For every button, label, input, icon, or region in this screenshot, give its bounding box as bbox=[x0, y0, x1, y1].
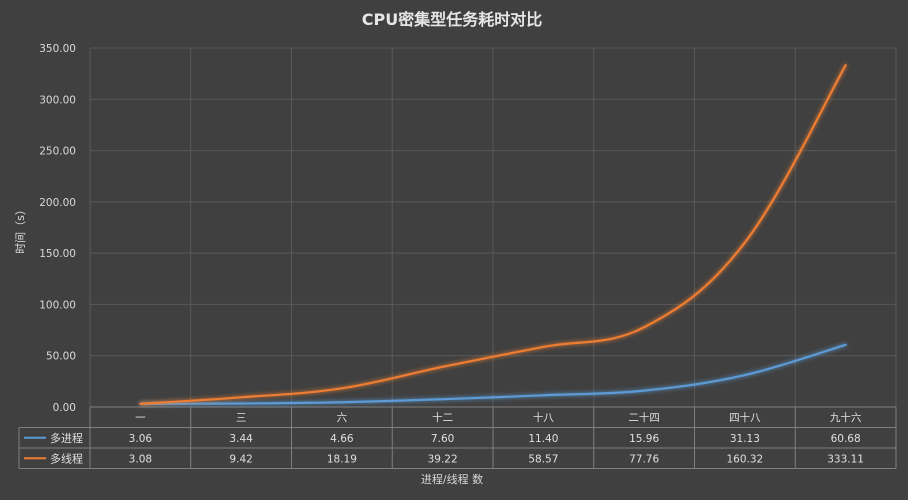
data-label: 3.08 bbox=[129, 453, 152, 465]
data-label: 60.68 bbox=[831, 433, 861, 445]
x-tick-label: 十二 bbox=[432, 411, 453, 424]
y-tick-label: 200.00 bbox=[39, 197, 76, 209]
x-tick-label: 十八 bbox=[533, 411, 554, 424]
x-tick-label: 一 bbox=[135, 412, 146, 424]
chart-title: CPU密集型任务耗时对比 bbox=[362, 10, 542, 29]
data-label: 7.60 bbox=[431, 433, 454, 445]
data-label: 3.06 bbox=[129, 433, 153, 445]
data-label: 333.11 bbox=[827, 453, 864, 465]
x-tick-label: 二十四 bbox=[628, 411, 660, 424]
y-tick-label: 150.00 bbox=[39, 248, 76, 260]
series-line bbox=[139, 64, 847, 405]
y-tick-label: 350.00 bbox=[39, 43, 76, 55]
data-label: 31.13 bbox=[730, 433, 760, 445]
y-tick-label: 50.00 bbox=[46, 351, 76, 363]
x-tick-label: 四十八 bbox=[729, 411, 761, 424]
data-label: 58.57 bbox=[528, 453, 558, 465]
series-lines bbox=[139, 64, 847, 405]
x-tick-label: 六 bbox=[337, 412, 348, 424]
data-label: 11.40 bbox=[528, 433, 558, 445]
x-tick-label: 三 bbox=[236, 412, 247, 424]
y-tick-label: 250.00 bbox=[39, 146, 76, 158]
y-axis-label: 时间（s） bbox=[14, 204, 27, 254]
data-label: 4.66 bbox=[330, 433, 354, 445]
data-label: 3.44 bbox=[229, 433, 253, 445]
x-tick-label: 九十六 bbox=[830, 411, 862, 424]
y-tick-label: 300.00 bbox=[39, 94, 76, 106]
grid bbox=[89, 47, 897, 408]
legend-label: 多线程 bbox=[50, 451, 83, 465]
data-label: 77.76 bbox=[629, 453, 659, 465]
data-label: 160.32 bbox=[727, 453, 764, 465]
data-label: 39.22 bbox=[428, 453, 458, 465]
data-label: 15.96 bbox=[629, 433, 659, 445]
data-label: 18.19 bbox=[327, 453, 357, 465]
x-axis-label: 进程/线程 数 bbox=[421, 472, 483, 486]
series-line bbox=[139, 343, 847, 405]
legend-label: 多进程 bbox=[50, 431, 83, 445]
data-label: 9.42 bbox=[229, 453, 252, 465]
y-tick-label: 100.00 bbox=[39, 299, 76, 311]
y-tick-label: 0.00 bbox=[53, 402, 76, 414]
y-axis-ticks: 0.00 50.00 100.00 150.00 200.00 250.00 300.00 3… bbox=[39, 43, 76, 414]
